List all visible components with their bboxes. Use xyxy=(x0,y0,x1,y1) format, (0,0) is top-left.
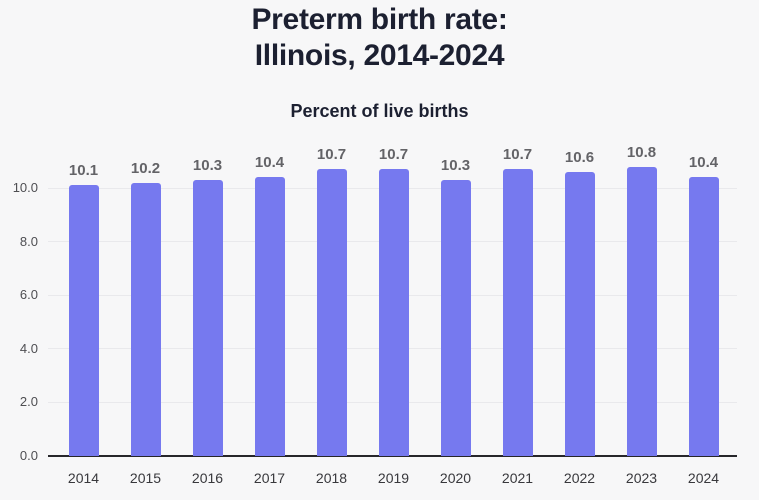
bar-value-label: 10.7 xyxy=(378,146,409,164)
bar xyxy=(564,171,595,456)
bar-value-label: 10.7 xyxy=(316,146,347,164)
y-tick-label: 0.0 xyxy=(19,448,38,463)
bar xyxy=(626,166,657,456)
bar-value-label: 10.1 xyxy=(68,162,99,180)
x-tick-label: 2019 xyxy=(377,470,410,486)
bar-value-label: 10.6 xyxy=(564,148,595,166)
bar xyxy=(192,179,223,456)
chart-title: Preterm birth rate: Illinois, 2014-2024 xyxy=(251,3,508,72)
x-tick-label: 2018 xyxy=(315,470,348,486)
bar-value-label: 10.2 xyxy=(130,159,161,177)
y-tick-label: 4.0 xyxy=(19,340,38,356)
x-tick-label: 2017 xyxy=(253,470,286,486)
bar xyxy=(254,177,285,456)
y-tick-label: 6.0 xyxy=(19,287,38,303)
x-tick-label: 2024 xyxy=(687,470,720,486)
bar xyxy=(378,169,409,456)
x-axis-line xyxy=(48,455,737,457)
x-tick-label: 2016 xyxy=(191,470,224,486)
x-tick-label: 2022 xyxy=(563,470,596,486)
x-tick-label: 2023 xyxy=(625,470,658,486)
bar-value-label: 10.8 xyxy=(626,143,657,161)
x-tick-label: 2020 xyxy=(439,470,472,486)
x-tick-label: 2021 xyxy=(501,470,534,486)
y-tick-label: 8.0 xyxy=(19,233,38,249)
bar xyxy=(68,185,99,456)
x-tick-label: 2014 xyxy=(67,470,100,486)
bar xyxy=(502,169,533,456)
bar-value-label: 10.3 xyxy=(192,156,223,174)
bar xyxy=(440,179,471,456)
y-tick-label: 2.0 xyxy=(19,394,38,410)
bar xyxy=(316,169,347,456)
bar-value-label: 10.4 xyxy=(688,154,719,172)
bar xyxy=(688,177,719,456)
bar xyxy=(130,182,161,456)
chart-subtitle: Percent of live births xyxy=(290,101,469,121)
bar-value-label: 10.3 xyxy=(440,156,471,174)
y-tick-label: 10.0 xyxy=(12,180,38,195)
bar-value-label: 10.4 xyxy=(254,154,285,172)
x-tick-label: 2015 xyxy=(129,470,162,486)
bar-value-label: 10.7 xyxy=(502,146,533,164)
